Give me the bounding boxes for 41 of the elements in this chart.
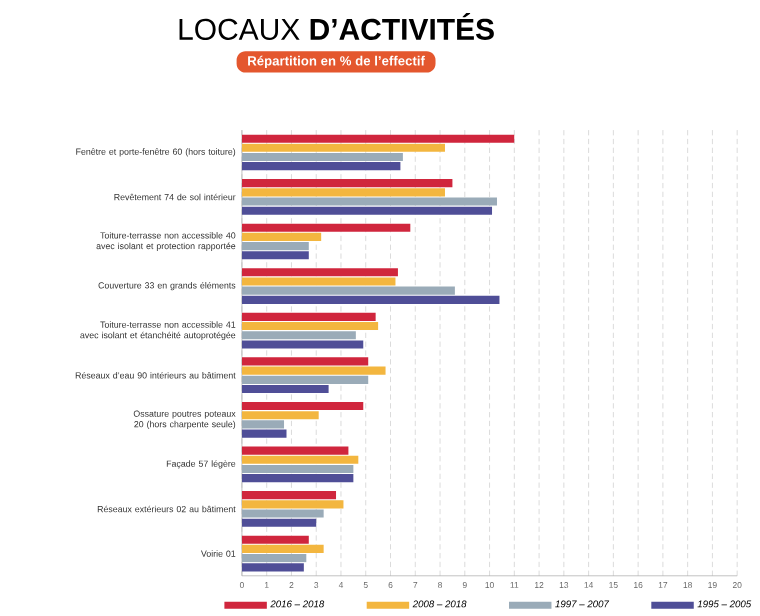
bar	[241, 366, 386, 375]
bar	[241, 401, 364, 410]
bar	[241, 152, 403, 161]
bar	[241, 464, 354, 473]
bar	[241, 250, 309, 259]
bar	[241, 143, 445, 152]
bar	[241, 339, 364, 349]
bar	[241, 312, 376, 321]
bar	[241, 429, 287, 438]
bar	[241, 161, 401, 170]
bar	[241, 553, 307, 562]
bar	[241, 562, 304, 571]
bar	[241, 241, 309, 250]
bar	[241, 187, 445, 196]
bar	[241, 518, 317, 527]
bar	[241, 197, 497, 206]
bar	[241, 295, 500, 304]
bar	[241, 455, 359, 464]
bar	[241, 544, 324, 553]
bar	[241, 509, 324, 518]
bar	[241, 419, 285, 428]
bar	[241, 134, 515, 143]
bar	[241, 178, 453, 187]
chart-title: LOCAUX D’ACTIVITÉS	[179, 12, 494, 40]
bar	[241, 286, 455, 295]
bar	[241, 499, 344, 508]
bar	[241, 232, 322, 241]
bar	[241, 375, 369, 384]
bar	[241, 223, 411, 232]
bar	[241, 535, 309, 544]
bar	[241, 321, 379, 330]
bar	[241, 276, 396, 286]
bar	[241, 473, 354, 482]
bar	[241, 490, 337, 499]
bar	[241, 206, 493, 215]
bar	[241, 330, 356, 339]
bar	[241, 384, 329, 393]
bar	[241, 267, 398, 276]
bar	[241, 410, 319, 419]
bar	[241, 356, 369, 366]
bar	[241, 446, 349, 455]
